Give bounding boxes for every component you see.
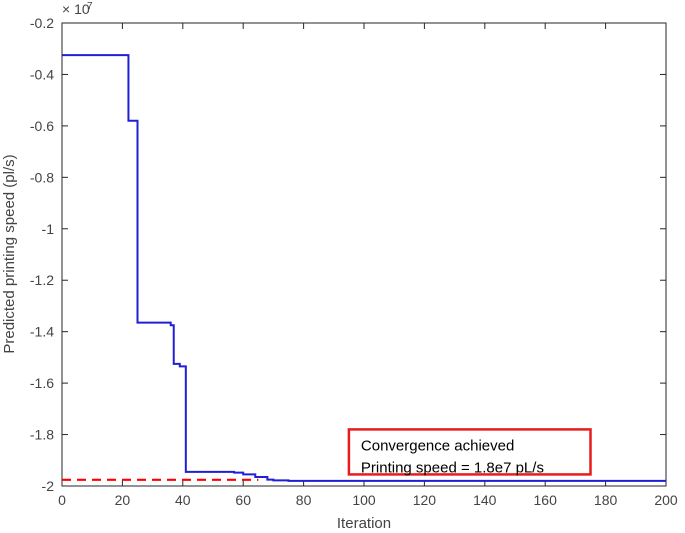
- annotation-line-1: Convergence achieved: [361, 437, 514, 454]
- series-line: [62, 54, 666, 482]
- x-tick-label: 0: [58, 492, 66, 508]
- y-axis: -0.2 -0.4 -0.6 -0.8 -1 -1.2 -1.4 -1.6 -1.8 -2: [30, 15, 666, 494]
- y-tick-label: -0.6: [30, 118, 54, 134]
- x-tick-label: 80: [296, 492, 312, 508]
- x-tick-label: 180: [594, 492, 618, 508]
- y-tick-label: -0.4: [30, 66, 54, 82]
- plot-area: [61, 22, 667, 487]
- series-layer: [62, 54, 666, 482]
- x-tick-label: 60: [235, 492, 251, 508]
- x-tick-label: 140: [473, 492, 497, 508]
- y-tick-label: -0.8: [30, 169, 54, 185]
- x-tick-label: 120: [413, 492, 437, 508]
- y-exponent-label: × 10: [62, 1, 90, 17]
- x-tick-label: 100: [352, 492, 376, 508]
- annotation-line-2: Printing speed = 1.8e7 pL/s: [361, 459, 544, 476]
- x-axis: 0 20 40 60 80 100 120 140 160 180 200: [58, 23, 678, 508]
- x-tick-label: 20: [115, 492, 131, 508]
- x-tick-label: 40: [175, 492, 191, 508]
- y-tick-label: -2: [42, 478, 55, 494]
- y-tick-label: -1: [42, 221, 55, 237]
- y-tick-label: -0.2: [30, 15, 54, 31]
- x-tick-label: 160: [534, 492, 558, 508]
- y-tick-label: -1.2: [30, 272, 54, 288]
- y-tick-label: -1.4: [30, 324, 54, 340]
- y-axis-label: Predicted printing speed (pl/s): [1, 154, 18, 353]
- x-tick-label: 200: [654, 492, 678, 508]
- y-tick-label: -1.8: [30, 427, 54, 443]
- x-axis-label: Iteration: [337, 515, 391, 532]
- y-tick-label: -1.6: [30, 375, 54, 391]
- y-exponent-power: 7: [87, 1, 93, 12]
- annotation-box: [347, 428, 592, 476]
